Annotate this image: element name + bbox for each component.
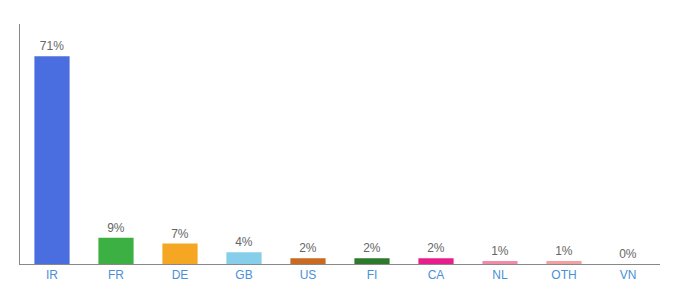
svg-text:CA: CA [428,268,445,282]
svg-text:FI: FI [367,268,378,282]
svg-text:FR: FR [108,268,124,282]
svg-text:US: US [300,268,317,282]
svg-text:1%: 1% [555,244,573,258]
svg-text:71%: 71% [40,39,64,53]
svg-text:0%: 0% [619,247,637,261]
svg-text:2%: 2% [427,241,445,255]
svg-text:9%: 9% [107,221,125,235]
svg-text:DE: DE [172,268,189,282]
svg-text:2%: 2% [299,241,317,255]
svg-text:NL: NL [492,268,508,282]
svg-text:IR: IR [46,268,58,282]
svg-text:2%: 2% [363,241,381,255]
svg-text:VN: VN [620,268,637,282]
svg-text:7%: 7% [171,227,189,241]
svg-text:GB: GB [235,268,252,282]
svg-text:1%: 1% [491,244,509,258]
svg-text:OTH: OTH [551,268,576,282]
svg-text:4%: 4% [235,235,253,249]
